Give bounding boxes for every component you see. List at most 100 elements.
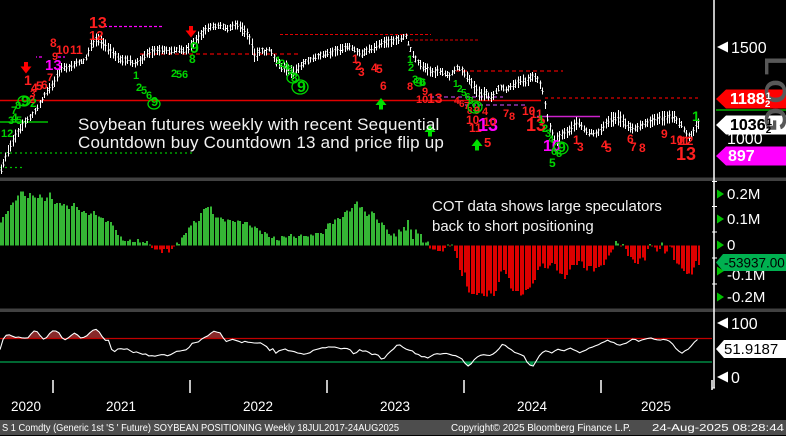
svg-text:6: 6 — [146, 90, 152, 102]
svg-text:11: 11 — [530, 107, 543, 121]
svg-text:10: 10 — [483, 115, 497, 129]
svg-text:2020: 2020 — [11, 399, 41, 414]
svg-text:13: 13 — [526, 115, 546, 135]
svg-text:2: 2 — [457, 84, 463, 95]
svg-text:2: 2 — [355, 59, 362, 73]
svg-text:7: 7 — [47, 72, 53, 84]
svg-text:2: 2 — [171, 68, 177, 80]
svg-text:897: 897 — [728, 148, 755, 165]
svg-text:10: 10 — [466, 113, 480, 127]
svg-text:10: 10 — [416, 94, 428, 106]
svg-text:0.1M: 0.1M — [727, 211, 760, 228]
svg-text:4: 4 — [371, 61, 378, 75]
svg-text:4: 4 — [416, 76, 423, 88]
svg-text:9: 9 — [472, 99, 480, 116]
svg-text:2022: 2022 — [243, 399, 273, 414]
svg-text:0: 0 — [727, 237, 735, 254]
svg-text:-0.1M: -0.1M — [727, 267, 765, 284]
svg-text:11: 11 — [70, 43, 83, 57]
svg-text:5: 5 — [16, 115, 22, 127]
svg-text:2: 2 — [30, 96, 37, 110]
svg-text:2: 2 — [408, 62, 414, 74]
svg-text:12: 12 — [89, 28, 103, 43]
svg-text:Countdown buy Countdown 13 and: Countdown buy Countdown 13 and price fli… — [78, 133, 444, 152]
svg-text:3: 3 — [545, 128, 551, 140]
svg-text:1: 1 — [692, 108, 700, 124]
svg-text:9: 9 — [558, 139, 566, 155]
svg-text:10: 10 — [56, 43, 70, 57]
svg-text:6: 6 — [182, 69, 188, 81]
svg-text:5: 5 — [141, 85, 147, 97]
svg-text:3: 3 — [358, 65, 365, 79]
svg-text:COT data shows large speculato: COT data shows large speculators — [432, 198, 662, 215]
svg-text:1: 1 — [352, 52, 359, 66]
svg-text:9: 9 — [474, 105, 480, 117]
svg-text:51.9187: 51.9187 — [724, 341, 778, 358]
svg-text:2: 2 — [279, 58, 285, 70]
svg-text:8: 8 — [407, 81, 413, 93]
svg-text:1: 1 — [133, 70, 139, 82]
svg-text:2023: 2023 — [380, 399, 410, 414]
svg-text:-0.2M: -0.2M — [727, 289, 765, 306]
svg-text:13: 13 — [89, 15, 107, 32]
svg-text:10: 10 — [670, 133, 684, 147]
svg-text:10: 10 — [522, 104, 536, 118]
svg-text:1: 1 — [24, 72, 32, 88]
svg-text:7: 7 — [464, 101, 470, 112]
svg-text:-53937.00: -53937.00 — [724, 256, 785, 271]
svg-text:4: 4 — [601, 138, 608, 152]
svg-text:9: 9 — [422, 86, 428, 98]
svg-text:4: 4 — [482, 106, 489, 118]
svg-text:2: 2 — [136, 82, 142, 94]
svg-text:13: 13 — [45, 57, 62, 74]
svg-text:9: 9 — [151, 94, 158, 109]
svg-text:13: 13 — [676, 144, 696, 164]
svg-text:8: 8 — [15, 100, 21, 112]
svg-text:5: 5 — [36, 79, 43, 93]
svg-text:8: 8 — [639, 141, 646, 155]
svg-text:0: 0 — [731, 370, 740, 387]
svg-text:7: 7 — [503, 108, 509, 120]
svg-text:5: 5 — [376, 62, 383, 76]
svg-text:5: 5 — [605, 141, 612, 155]
svg-text:4: 4 — [454, 96, 460, 107]
svg-text:1: 1 — [453, 79, 459, 90]
svg-text:3: 3 — [8, 115, 14, 127]
svg-text:10: 10 — [543, 138, 561, 155]
svg-text:8: 8 — [50, 36, 57, 50]
svg-text:4: 4 — [11, 111, 18, 125]
svg-text:1000: 1000 — [727, 131, 763, 148]
svg-text:5: 5 — [461, 88, 467, 99]
svg-text:7: 7 — [11, 105, 17, 117]
svg-text:9: 9 — [52, 51, 58, 63]
svg-text:8: 8 — [291, 71, 298, 85]
svg-text:12: 12 — [1, 128, 13, 140]
svg-text:9: 9 — [190, 40, 199, 57]
svg-text:5: 5 — [287, 64, 293, 76]
svg-text:1: 1 — [573, 133, 580, 147]
svg-text:100: 100 — [731, 316, 758, 333]
svg-text:13: 13 — [427, 90, 443, 106]
svg-text:24-Aug-2025 08:28:44: 24-Aug-2025 08:28:44 — [652, 422, 784, 434]
svg-text:5: 5 — [484, 135, 491, 150]
svg-text:5: 5 — [176, 69, 182, 81]
svg-text:9: 9 — [297, 79, 306, 96]
svg-text:S 1 Comdty (Generic 1st 'S ' F: S 1 Comdty (Generic 1st 'S ' Future) SOY… — [2, 422, 399, 434]
svg-text:6: 6 — [465, 92, 471, 103]
svg-text:2: 2 — [29, 94, 35, 106]
svg-text:2025: 2025 — [641, 399, 671, 414]
svg-text:1: 1 — [538, 114, 544, 126]
svg-text:6: 6 — [41, 78, 48, 92]
svg-text:back to short positioning: back to short positioning — [432, 218, 594, 235]
svg-text:1500: 1500 — [731, 40, 767, 57]
svg-text:2: 2 — [542, 123, 548, 135]
svg-text:9: 9 — [21, 93, 29, 110]
svg-text:LOG: LOG — [758, 56, 786, 135]
svg-text:1: 1 — [407, 54, 413, 66]
svg-text:8: 8 — [189, 52, 196, 66]
svg-text:0.2M: 0.2M — [727, 186, 760, 203]
svg-text:13: 13 — [478, 115, 498, 135]
